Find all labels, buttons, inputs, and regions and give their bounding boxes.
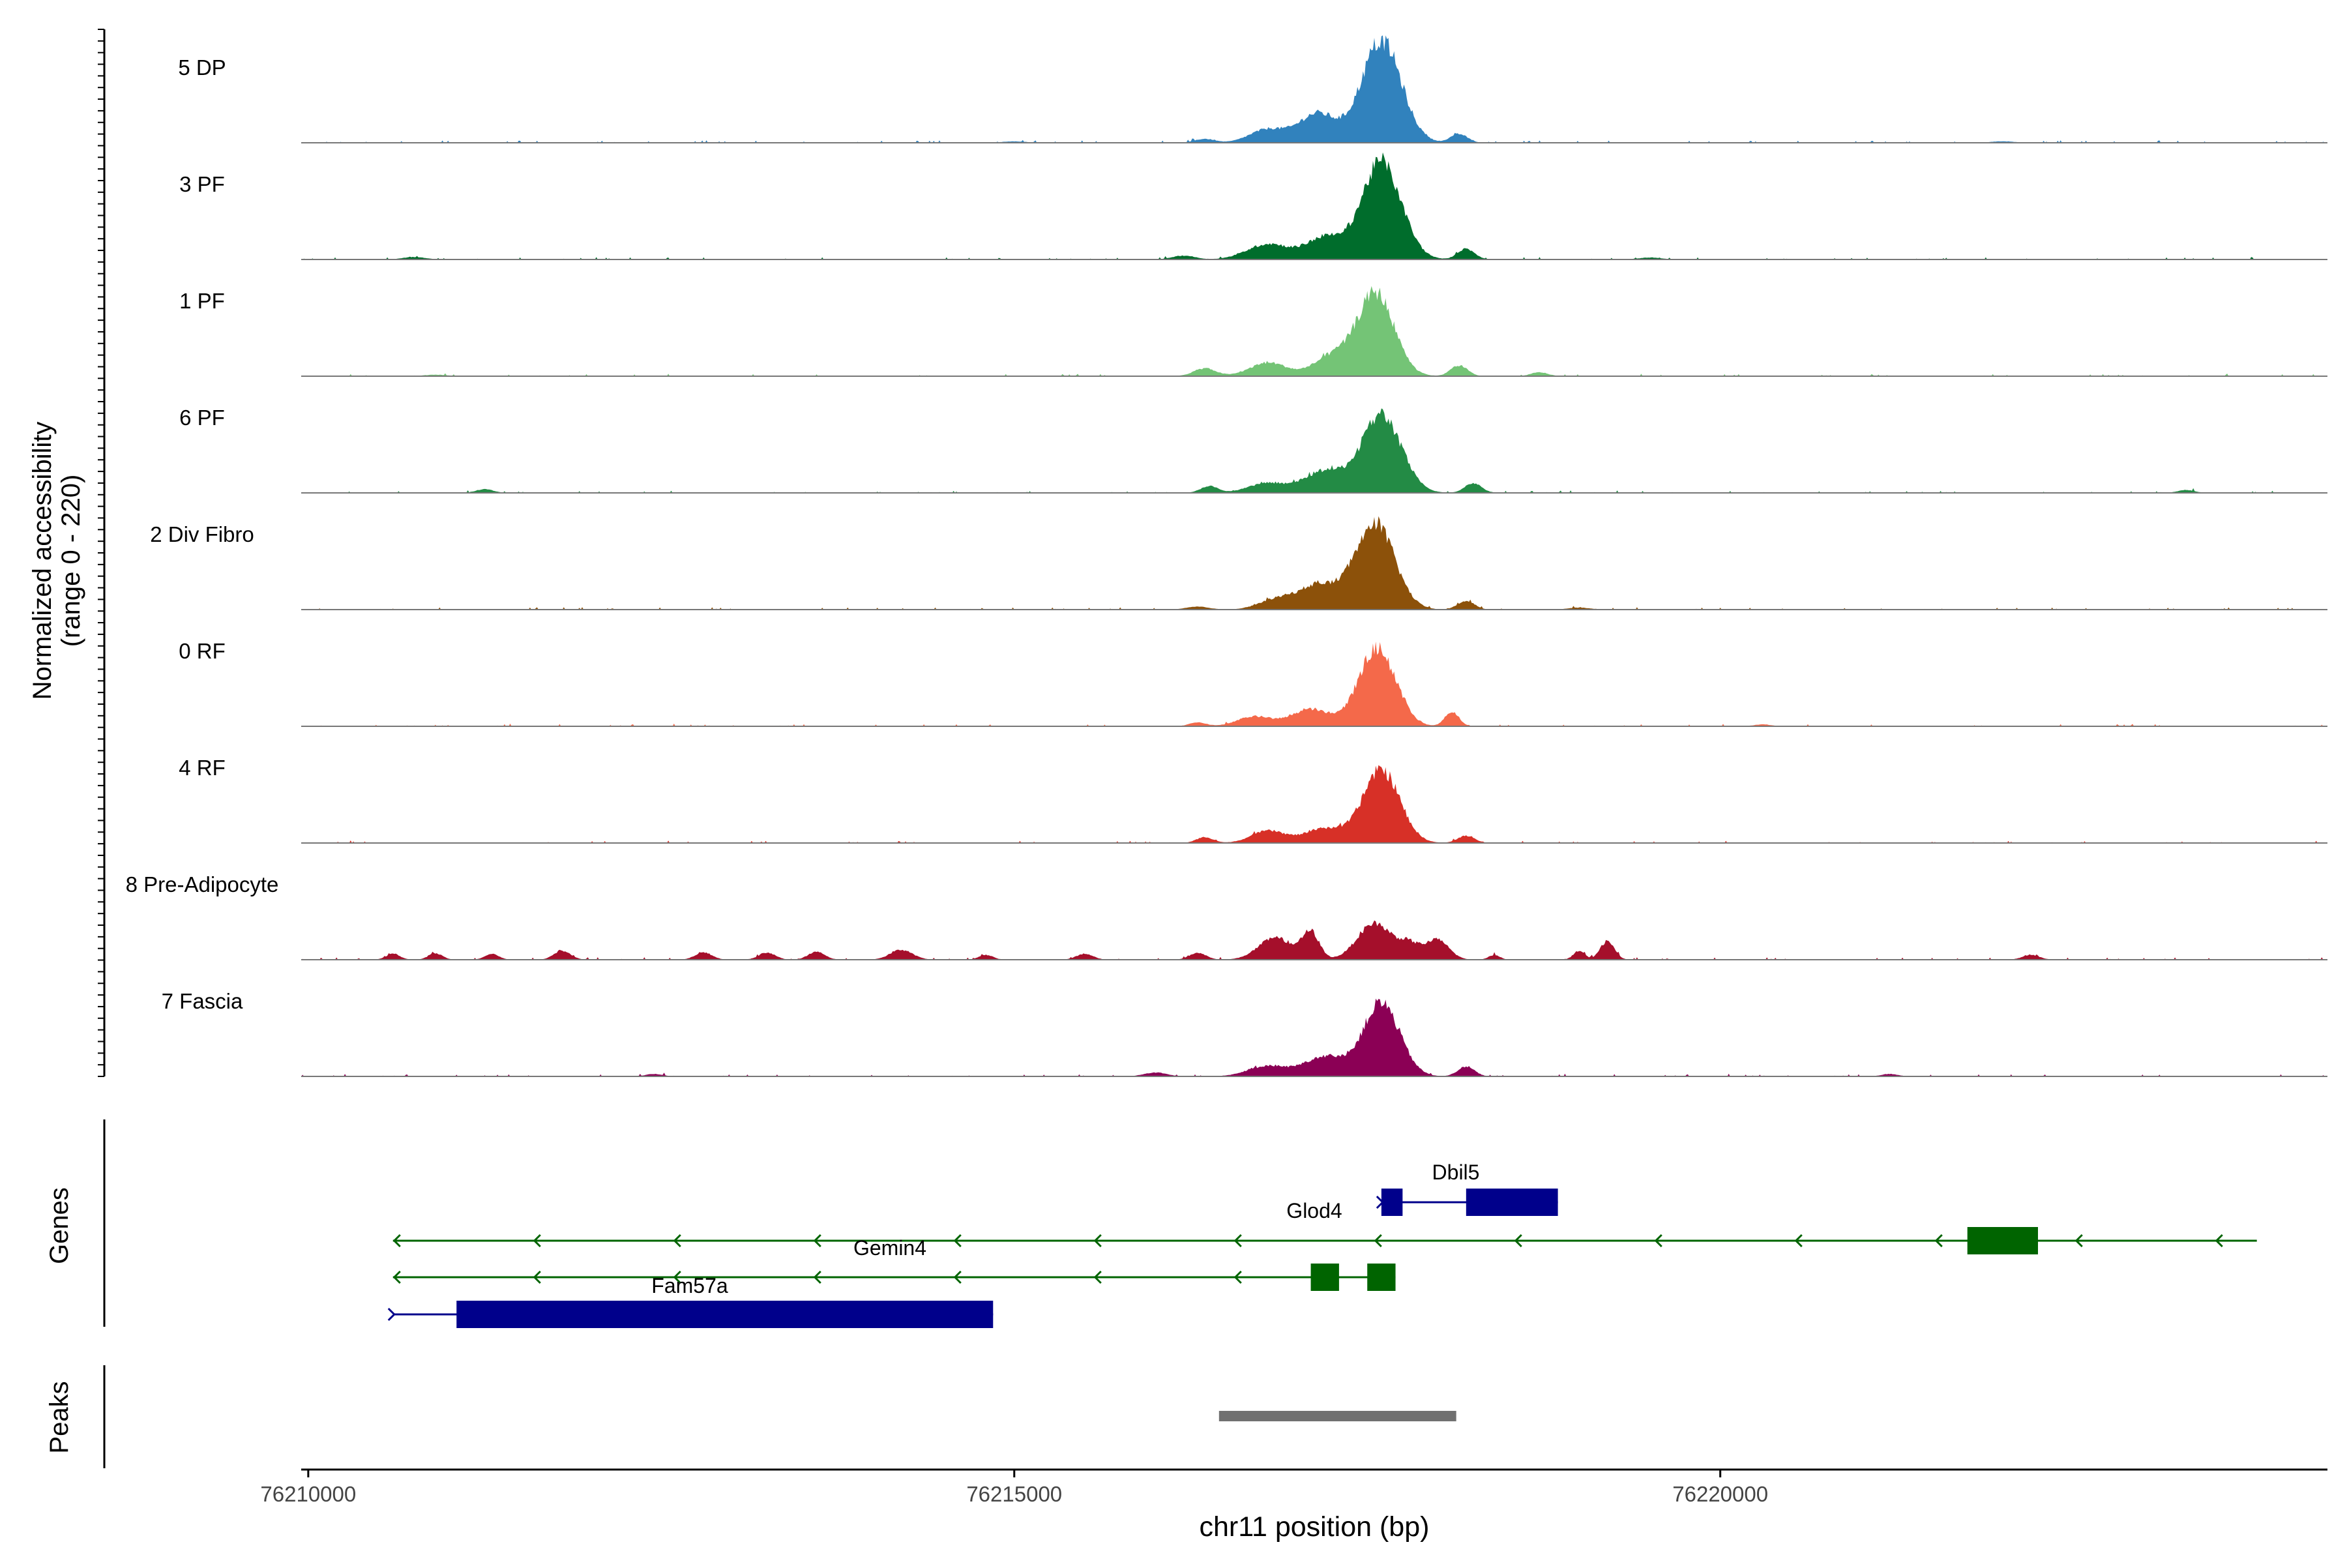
track-8-pre-adipocyte: 8 Pre-Adipocyte <box>126 872 2327 960</box>
gene-exon <box>1967 1227 2038 1254</box>
x-tick-label: 76220000 <box>1672 1482 1768 1506</box>
track-0-rf: 0 RF <box>179 639 2327 727</box>
strand-arrow <box>1794 1234 1803 1248</box>
track-3-pf: 3 PF <box>179 152 2327 260</box>
strand-arrow <box>1514 1234 1522 1248</box>
strand-arrow <box>953 1270 962 1284</box>
track-6-pf: 6 PF <box>179 406 2327 494</box>
strand-arrow <box>392 1270 401 1284</box>
track-label-2-div-fibro: 2 Div Fibro <box>150 522 254 546</box>
track-1-pf: 1 PF <box>179 286 2327 377</box>
peaks-track: Peaks <box>45 1365 1456 1468</box>
coverage-area-0-rf <box>301 642 2327 726</box>
strand-arrow <box>1233 1270 1242 1284</box>
strand-arrow <box>1374 1234 1382 1248</box>
coverage-area-4-rf <box>301 765 2327 843</box>
x-axis-title: chr11 position (bp) <box>1200 1511 1430 1543</box>
y-axis <box>98 29 106 1077</box>
track-7-fascia: 7 Fascia <box>162 989 2327 1077</box>
track-label-6-pf: 6 PF <box>179 406 225 430</box>
gene-label-dbil5: Dbil5 <box>1432 1161 1480 1184</box>
gene-fam57a: Fam57a <box>387 1274 994 1328</box>
gene-label-glod4: Glod4 <box>1286 1199 1342 1222</box>
coverage-area-6-pf <box>301 408 2327 493</box>
coverage-area-7-fascia <box>301 998 2327 1076</box>
strand-arrow <box>1934 1234 1943 1248</box>
gene-exon <box>456 1301 994 1328</box>
y-axis-title-line1: Normalized accessibility <box>28 422 57 700</box>
strand-arrow <box>673 1270 681 1284</box>
strand-arrow <box>1093 1270 1102 1284</box>
gene-label-gemin4: Gemin4 <box>853 1236 926 1260</box>
y-axis-title: Normalized accessibility (range 0 - 220) <box>28 422 85 700</box>
strand-arrow <box>387 1307 396 1322</box>
strand-arrow <box>813 1234 821 1248</box>
gene-glod4: Glod4 <box>392 1199 2257 1254</box>
x-axis: chr11 position (bp) 76210000 76215000 7622… <box>260 1468 2327 1543</box>
coverage-area-8-pre-adipocyte <box>301 920 2327 960</box>
genes-track-label: Genes <box>45 1187 74 1264</box>
strand-arrow <box>533 1234 541 1248</box>
strand-arrow <box>2215 1234 2223 1248</box>
track-2-div-fibro: 2 Div Fibro <box>150 516 2327 610</box>
gene-exon <box>1381 1189 1403 1216</box>
track-5-dp: 5 DP <box>178 35 2327 143</box>
coverage-tracks: 5 DP 3 PF 1 PF 6 PF 2 Div Fibro 0 RF 4 RF 8 Pre… <box>126 35 2327 1077</box>
strand-arrow <box>392 1234 401 1248</box>
strand-arrow <box>533 1270 541 1284</box>
peak-region <box>1218 1411 1456 1421</box>
strand-arrow <box>1233 1234 1242 1248</box>
track-label-3-pf: 3 PF <box>179 172 225 196</box>
strand-arrow <box>953 1234 962 1248</box>
track-4-rf: 4 RF <box>179 756 2327 844</box>
y-axis-title-line2: (range 0 - 220) <box>57 475 85 647</box>
track-label-1-pf: 1 PF <box>179 289 225 313</box>
coverage-area-3-pf <box>301 152 2327 259</box>
strand-arrow <box>1654 1234 1662 1248</box>
track-label-4-rf: 4 RF <box>179 756 226 780</box>
peaks-track-label: Peaks <box>45 1381 74 1453</box>
x-tick-label: 76215000 <box>966 1482 1062 1506</box>
strand-arrow <box>2074 1234 2083 1248</box>
strand-arrow <box>673 1234 681 1248</box>
gene-exon <box>1466 1189 1558 1216</box>
genes-track: Genes Dbil5 Glod4 Gemin4 Fam57a <box>45 1119 2257 1328</box>
coverage-area-2-div-fibro <box>301 516 2327 610</box>
gene-exon <box>1310 1264 1339 1291</box>
track-label-7-fascia: 7 Fascia <box>162 989 243 1013</box>
gene-label-fam57a: Fam57a <box>651 1274 728 1297</box>
track-label-0-rf: 0 RF <box>179 639 226 663</box>
track-label-5-dp: 5 DP <box>178 55 226 80</box>
strand-arrow <box>813 1270 821 1284</box>
track-label-8-pre-adipocyte: 8 Pre-Adipocyte <box>126 872 279 896</box>
x-tick-label: 76210000 <box>260 1482 356 1506</box>
gene-gemin4: Gemin4 <box>392 1236 1396 1291</box>
coverage-area-5-dp <box>301 35 2327 143</box>
gene-dbil5: Dbil5 <box>1376 1161 1558 1216</box>
coverage-area-1-pf <box>301 286 2327 376</box>
gene-exon <box>1367 1264 1396 1291</box>
strand-arrow <box>1093 1234 1102 1248</box>
